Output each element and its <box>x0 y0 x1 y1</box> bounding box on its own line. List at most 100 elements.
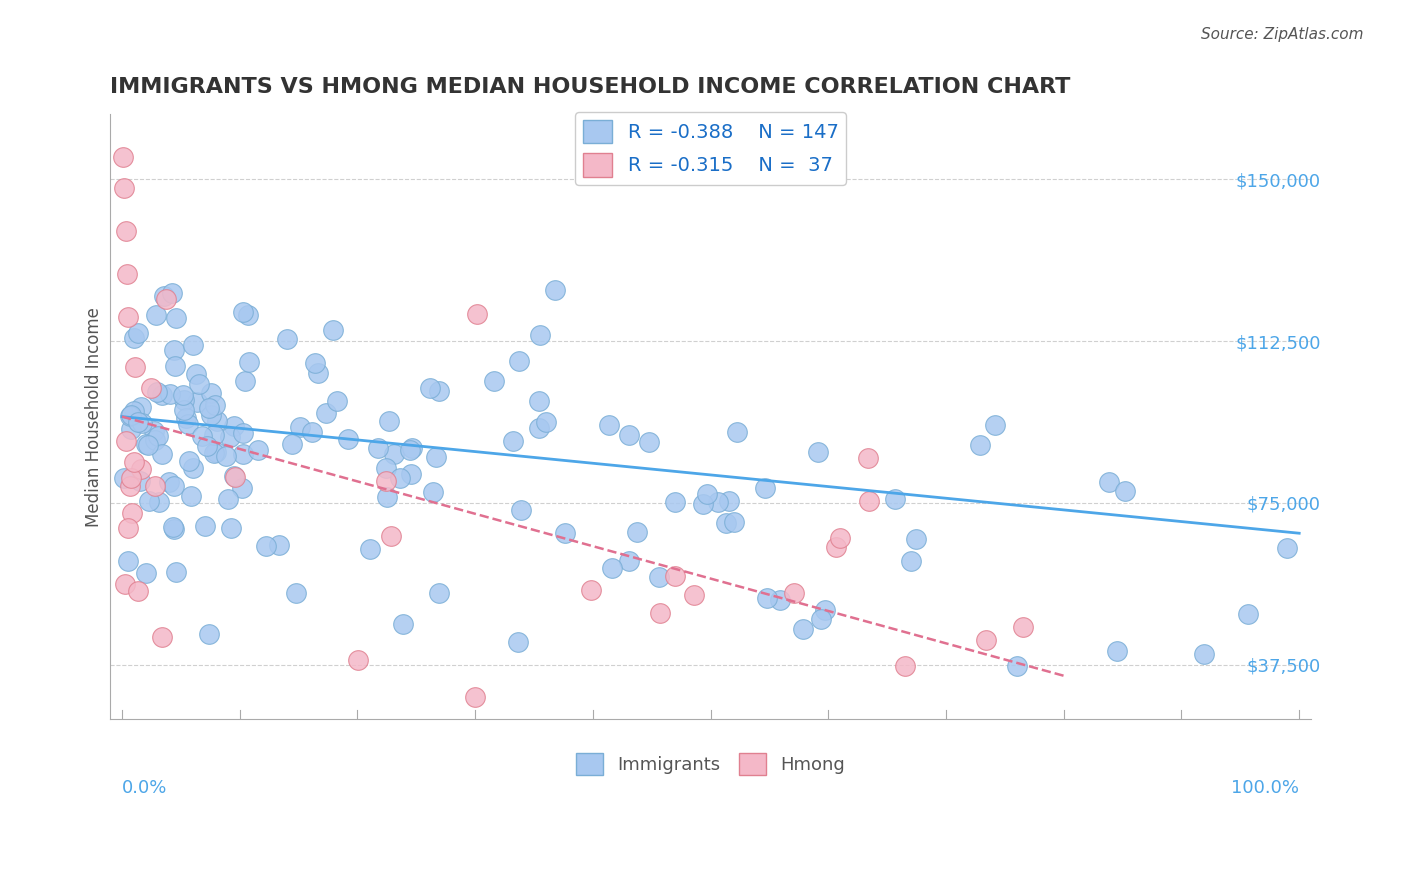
Point <box>194 519 217 533</box>
Point <box>974 632 997 647</box>
Point <box>650 606 672 620</box>
Point <box>165 565 187 579</box>
Point <box>754 481 776 495</box>
Point <box>725 425 748 439</box>
Point <box>198 627 221 641</box>
Point <box>904 532 927 546</box>
Point <box>112 180 135 194</box>
Point <box>153 289 176 303</box>
Point <box>894 658 917 673</box>
Point <box>135 437 157 451</box>
Point <box>502 434 524 449</box>
Text: IMMIGRANTS VS HMONG MEDIAN HOUSEHOLD INCOME CORRELATION CHART: IMMIGRANTS VS HMONG MEDIAN HOUSEHOLD INC… <box>110 78 1070 97</box>
Point <box>782 586 804 600</box>
Legend: Immigrants, Hmong: Immigrants, Hmong <box>569 746 852 782</box>
Point <box>427 586 450 600</box>
Point <box>301 425 323 439</box>
Point <box>254 539 277 553</box>
Point <box>664 568 686 582</box>
Point <box>115 267 138 281</box>
Point <box>598 418 620 433</box>
Point <box>138 493 160 508</box>
Point <box>145 308 167 322</box>
Point <box>419 380 441 394</box>
Point <box>172 387 194 401</box>
Point <box>224 470 246 484</box>
Point <box>322 323 344 337</box>
Point <box>233 374 256 388</box>
Point <box>215 449 238 463</box>
Point <box>163 522 186 536</box>
Point <box>315 406 337 420</box>
Point <box>380 529 402 543</box>
Point <box>756 591 779 606</box>
Point <box>131 462 153 476</box>
Point <box>422 485 444 500</box>
Point <box>165 310 187 325</box>
Point <box>195 440 218 454</box>
Point <box>183 460 205 475</box>
Point <box>276 332 298 346</box>
Point <box>900 554 922 568</box>
Point <box>510 503 533 517</box>
Point <box>336 433 359 447</box>
Point <box>115 434 138 448</box>
Point <box>159 386 181 401</box>
Point <box>232 425 254 440</box>
Point <box>146 428 169 442</box>
Point <box>120 409 142 423</box>
Point <box>173 392 195 407</box>
Point <box>231 481 253 495</box>
Point <box>969 438 991 452</box>
Point <box>638 434 661 449</box>
Point <box>714 516 737 530</box>
Point <box>202 445 225 459</box>
Point <box>626 524 648 539</box>
Point <box>155 293 177 307</box>
Point <box>176 417 198 432</box>
Point <box>232 447 254 461</box>
Point <box>146 384 169 399</box>
Point <box>769 593 792 607</box>
Point <box>554 525 576 540</box>
Point <box>810 613 832 627</box>
Point <box>143 479 166 493</box>
Point <box>186 367 208 381</box>
Point <box>117 310 139 325</box>
Point <box>150 388 173 402</box>
Point <box>236 309 259 323</box>
Point <box>508 353 530 368</box>
Point <box>856 450 879 465</box>
Point <box>1237 607 1260 622</box>
Point <box>165 359 187 373</box>
Point <box>427 384 450 398</box>
Point <box>375 461 398 475</box>
Point <box>1098 475 1121 489</box>
Point <box>1194 647 1216 661</box>
Point <box>120 471 142 485</box>
Point <box>163 479 186 493</box>
Point <box>527 421 550 435</box>
Point <box>814 603 837 617</box>
Point <box>723 515 745 529</box>
Point <box>150 447 173 461</box>
Point <box>858 494 880 508</box>
Point <box>682 588 704 602</box>
Point <box>399 443 422 458</box>
Point <box>830 531 852 545</box>
Text: 100.0%: 100.0% <box>1232 780 1299 797</box>
Point <box>120 422 142 436</box>
Point <box>617 554 640 568</box>
Point <box>824 540 846 554</box>
Y-axis label: Median Household Income: Median Household Income <box>86 307 103 526</box>
Text: 0.0%: 0.0% <box>122 780 167 797</box>
Point <box>163 343 186 358</box>
Point <box>267 538 290 552</box>
Point <box>118 479 141 493</box>
Point <box>465 308 488 322</box>
Point <box>375 474 398 488</box>
Point <box>696 487 718 501</box>
Point <box>148 494 170 508</box>
Point <box>187 377 209 392</box>
Point <box>121 506 143 520</box>
